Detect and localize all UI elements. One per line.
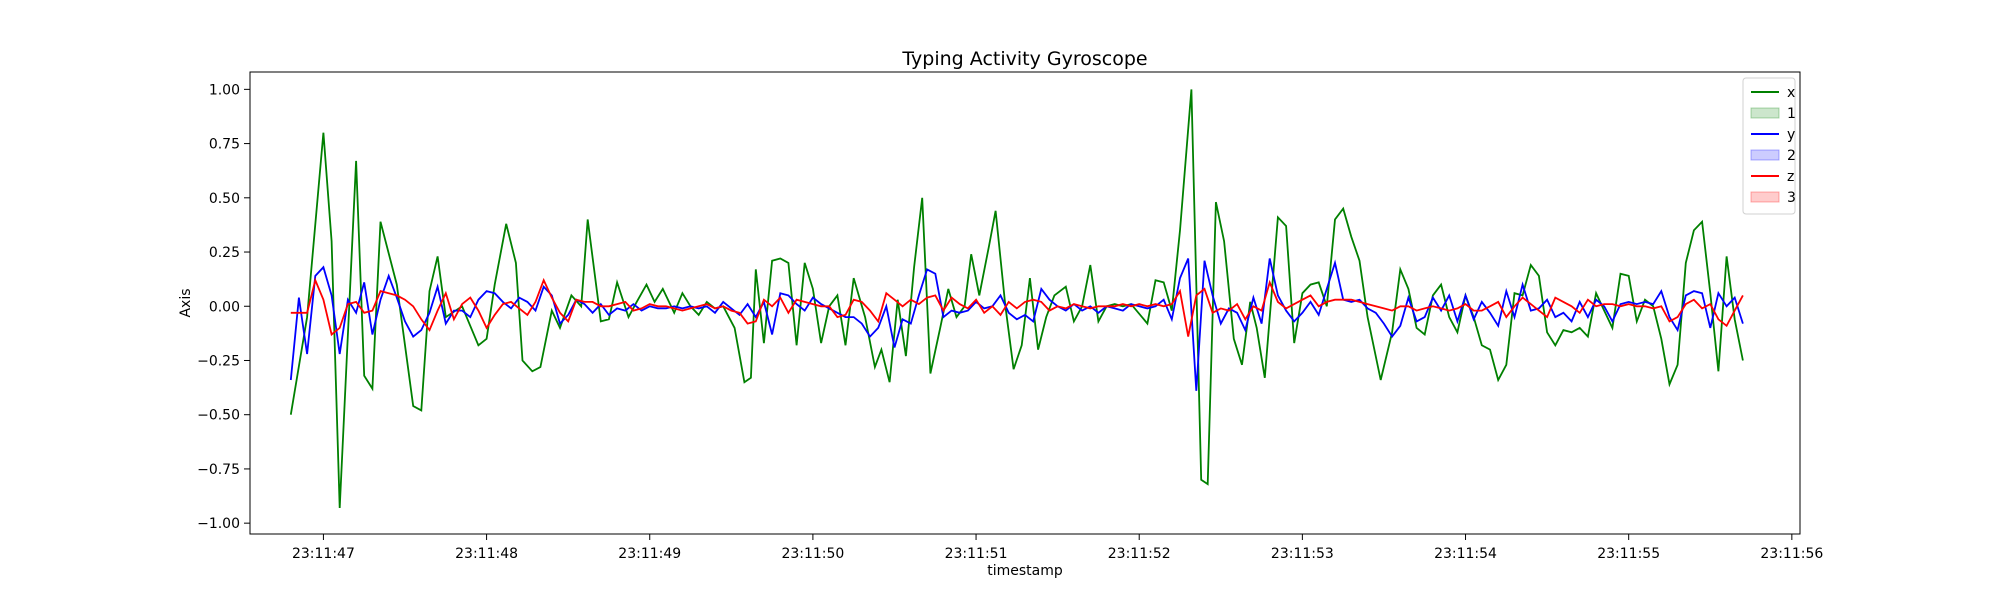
series-line-y bbox=[289, 258, 1744, 391]
y-tick-label: 0.75 bbox=[209, 137, 240, 153]
x-tick-label: 23:11:56 bbox=[1760, 546, 1823, 562]
plot-area bbox=[249, 71, 1801, 535]
x-tick-label: 23:11:50 bbox=[781, 546, 844, 562]
y-tick-label: −1.00 bbox=[197, 516, 240, 532]
y-tick-label: 0.00 bbox=[209, 299, 240, 315]
legend-label-3: 3 bbox=[1787, 190, 1796, 206]
legend-label-x: x bbox=[1787, 85, 1795, 101]
legend-label-1: 1 bbox=[1787, 106, 1796, 122]
x-tick-label: 23:11:55 bbox=[1597, 546, 1660, 562]
legend-label-y: y bbox=[1787, 127, 1795, 143]
y-tick-label: −0.25 bbox=[197, 353, 240, 369]
y-tick-label: −0.50 bbox=[197, 408, 240, 424]
legend-label-z: z bbox=[1787, 169, 1794, 185]
x-tick-label: 23:11:54 bbox=[1434, 546, 1497, 562]
x-tick-label: 23:11:51 bbox=[945, 546, 1008, 562]
y-tick-label: 1.00 bbox=[209, 82, 240, 98]
x-axis-label: timestamp bbox=[987, 563, 1063, 579]
x-tick-label: 23:11:52 bbox=[1108, 546, 1171, 562]
y-tick-label: 0.25 bbox=[209, 245, 240, 261]
x-tick-label: 23:11:47 bbox=[292, 546, 355, 562]
series-line-z bbox=[290, 277, 1744, 337]
y-axis-label: Axis bbox=[178, 288, 194, 317]
plot-frame bbox=[249, 71, 1801, 535]
legend-label-2: 2 bbox=[1787, 148, 1796, 164]
legend-swatch-2 bbox=[1750, 149, 1780, 161]
x-axis: 23:11:47 23:11:48 23:11:49 23:11:50 23:11:51… bbox=[292, 534, 1823, 562]
chart-title: Typing Activity Gyroscope bbox=[901, 48, 1147, 70]
legend-swatch-3 bbox=[1750, 191, 1780, 203]
x-tick-label: 23:11:49 bbox=[618, 546, 681, 562]
legend: x 1 y 2 z 3 bbox=[1742, 77, 1796, 215]
x-tick-label: 23:11:48 bbox=[455, 546, 518, 562]
series-layer bbox=[289, 89, 1744, 509]
y-tick-label: −0.75 bbox=[197, 462, 240, 478]
legend-swatch-1 bbox=[1750, 107, 1780, 119]
x-tick-label: 23:11:53 bbox=[1271, 546, 1334, 562]
y-tick-label: 0.50 bbox=[209, 191, 240, 207]
y-axis: 1.00 0.75 0.50 0.25 0.00 −0.25 −0.50 −0.75 −1.00 bbox=[197, 82, 250, 532]
legend-frame bbox=[1742, 77, 1796, 215]
